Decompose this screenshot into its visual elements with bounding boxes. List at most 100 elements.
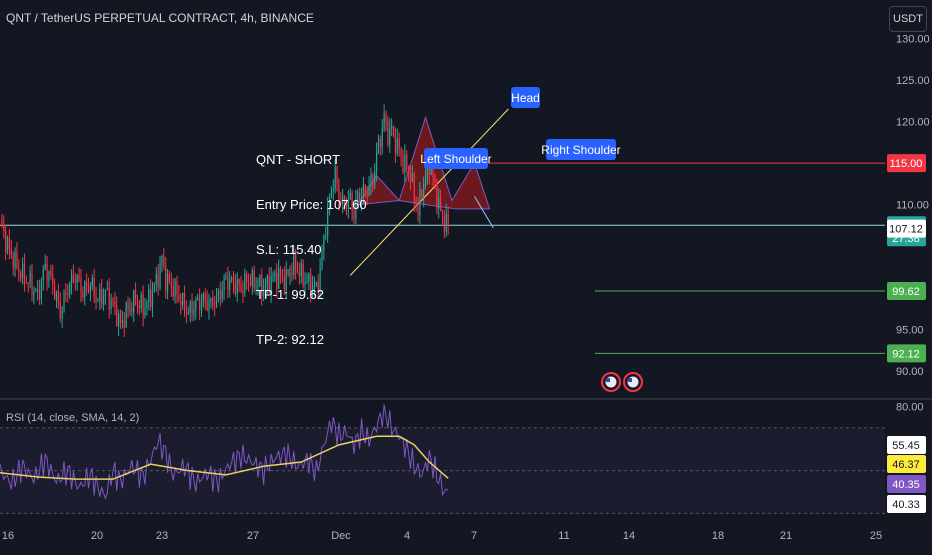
time-axis-tick: Dec bbox=[331, 530, 351, 542]
candle-body bbox=[229, 279, 231, 290]
candle-body bbox=[383, 113, 385, 129]
candle-body bbox=[35, 290, 37, 292]
candle-body bbox=[424, 178, 427, 185]
candle-body bbox=[38, 288, 41, 299]
candle-body bbox=[54, 285, 56, 299]
candle-body bbox=[298, 271, 300, 277]
candle-body bbox=[308, 274, 310, 282]
candle-body bbox=[168, 273, 171, 282]
candle-body bbox=[404, 154, 406, 172]
candle-body bbox=[110, 299, 112, 309]
candle-body bbox=[8, 237, 11, 250]
time-axis-tick: 16 bbox=[2, 530, 14, 542]
rsi-ma-line bbox=[0, 435, 449, 480]
neckline-trendline bbox=[349, 108, 509, 276]
candle-body bbox=[138, 304, 140, 309]
price-badge bbox=[887, 219, 926, 238]
candle-body bbox=[182, 292, 184, 305]
candle-body bbox=[445, 213, 447, 232]
candle-body bbox=[430, 168, 432, 176]
candle-body bbox=[225, 276, 227, 278]
currency-button[interactable]: USDT bbox=[889, 6, 927, 32]
candle-body bbox=[48, 271, 50, 282]
candle-body bbox=[52, 274, 54, 286]
candle-body bbox=[447, 213, 449, 226]
candle-body bbox=[242, 290, 244, 294]
candle-body bbox=[266, 275, 268, 285]
candle-body bbox=[400, 148, 402, 159]
candle-body bbox=[12, 254, 14, 269]
pattern-label: Head bbox=[511, 91, 540, 105]
candle-body bbox=[440, 197, 442, 211]
price-badge bbox=[887, 154, 926, 173]
candle-body bbox=[67, 293, 69, 295]
candle-body bbox=[438, 197, 440, 209]
price-badge bbox=[887, 344, 926, 363]
candle-body bbox=[279, 268, 282, 275]
price-axis-tick: 90.00 bbox=[896, 366, 924, 378]
candle-body bbox=[112, 299, 114, 302]
candle-body bbox=[264, 284, 267, 289]
candle-body bbox=[232, 277, 235, 284]
candle-body bbox=[302, 263, 304, 285]
candle-body bbox=[6, 237, 9, 252]
trade-note-line: S.L: 115.40 bbox=[256, 242, 322, 257]
candle-body bbox=[72, 274, 75, 281]
candle-body bbox=[148, 289, 150, 303]
candle-body bbox=[426, 162, 429, 179]
candle-body bbox=[108, 288, 110, 309]
candle-body bbox=[95, 295, 97, 301]
candle-body bbox=[310, 274, 312, 295]
candle-body bbox=[20, 271, 22, 278]
candle-body bbox=[123, 320, 125, 328]
time-axis-tick: 4 bbox=[404, 530, 410, 542]
candle-body bbox=[5, 230, 7, 252]
pattern-label-box bbox=[511, 87, 540, 108]
candle-body bbox=[1, 221, 3, 226]
candle-body bbox=[46, 264, 48, 282]
trade-note-line: Entry Price: 107.60 bbox=[256, 197, 367, 212]
candle-body bbox=[140, 294, 142, 309]
candle-body bbox=[394, 134, 397, 153]
candle-body bbox=[87, 287, 90, 292]
candle-body bbox=[364, 185, 366, 193]
candle-body bbox=[355, 198, 357, 219]
candle-body bbox=[187, 312, 189, 315]
candle-body bbox=[97, 299, 99, 301]
candle-body bbox=[27, 282, 29, 284]
candle-body bbox=[398, 138, 400, 149]
candle-body bbox=[327, 206, 329, 236]
candle-body bbox=[144, 307, 146, 317]
candle-body bbox=[125, 302, 127, 328]
symbol-title: QNT / TetherUS PERPETUAL CONTRACT, 4h, B… bbox=[6, 11, 314, 25]
price-axis-tick: 95.00 bbox=[896, 324, 924, 336]
rsi-indicator-label[interactable]: RSI (14, close, SMA, 14, 2) bbox=[6, 412, 140, 424]
candle-body bbox=[50, 271, 52, 275]
candle-body bbox=[165, 266, 167, 291]
time-axis-tick: 11 bbox=[558, 530, 569, 542]
candle-body bbox=[300, 263, 302, 277]
rsi-badge-label: 40.35 bbox=[892, 479, 920, 491]
candle-body bbox=[396, 138, 398, 153]
trade-note-line: TP-1: 99.62 bbox=[256, 287, 324, 302]
candle-body bbox=[441, 210, 444, 217]
candle-body bbox=[387, 120, 389, 145]
candle-body bbox=[311, 285, 314, 295]
candle-body bbox=[142, 294, 144, 317]
candle-body bbox=[236, 279, 238, 294]
candle-body bbox=[315, 281, 317, 284]
candle-body bbox=[189, 301, 191, 313]
candle-body bbox=[210, 297, 212, 302]
candle-body bbox=[227, 276, 229, 290]
candle-body bbox=[106, 288, 108, 290]
time-axis-tick: 14 bbox=[623, 530, 635, 542]
candle-body bbox=[185, 310, 188, 315]
candle-body bbox=[328, 197, 331, 207]
candle-body bbox=[99, 288, 101, 300]
candle-body bbox=[193, 310, 195, 316]
candle-body bbox=[283, 276, 285, 290]
candle-body bbox=[204, 294, 206, 301]
rsi-badge bbox=[887, 436, 926, 454]
